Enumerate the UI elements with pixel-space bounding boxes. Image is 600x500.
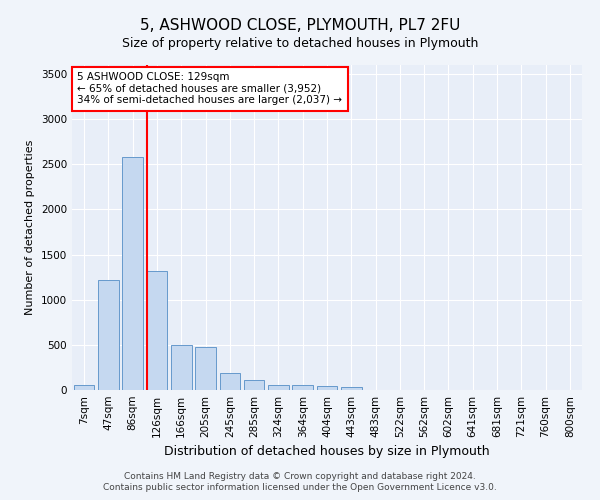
- Bar: [244, 380, 265, 390]
- Bar: [292, 385, 313, 390]
- Bar: [171, 345, 191, 390]
- Bar: [146, 271, 167, 390]
- Bar: [220, 374, 240, 390]
- Y-axis label: Number of detached properties: Number of detached properties: [25, 140, 35, 315]
- Bar: [122, 157, 143, 390]
- Text: Contains HM Land Registry data © Crown copyright and database right 2024.: Contains HM Land Registry data © Crown c…: [124, 472, 476, 481]
- Bar: [74, 386, 94, 390]
- Text: 5, ASHWOOD CLOSE, PLYMOUTH, PL7 2FU: 5, ASHWOOD CLOSE, PLYMOUTH, PL7 2FU: [140, 18, 460, 32]
- Text: Contains public sector information licensed under the Open Government Licence v3: Contains public sector information licen…: [103, 484, 497, 492]
- Bar: [98, 280, 119, 390]
- X-axis label: Distribution of detached houses by size in Plymouth: Distribution of detached houses by size …: [164, 446, 490, 458]
- Text: Size of property relative to detached houses in Plymouth: Size of property relative to detached ho…: [122, 38, 478, 51]
- Bar: [341, 388, 362, 390]
- Bar: [195, 346, 216, 390]
- Bar: [268, 385, 289, 390]
- Text: 5 ASHWOOD CLOSE: 129sqm
← 65% of detached houses are smaller (3,952)
34% of semi: 5 ASHWOOD CLOSE: 129sqm ← 65% of detache…: [77, 72, 343, 106]
- Bar: [317, 386, 337, 390]
